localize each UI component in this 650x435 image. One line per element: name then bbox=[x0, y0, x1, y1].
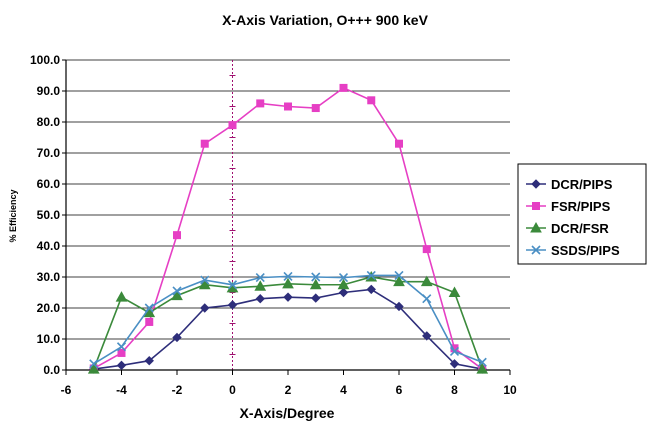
legend-label: DCR/FSR bbox=[551, 221, 609, 236]
data-point-dcr-pips bbox=[144, 355, 154, 366]
data-point-dcr-fsr bbox=[420, 275, 433, 287]
data-point-ssds-pips bbox=[144, 303, 154, 313]
y-tick-label: 70.0 bbox=[37, 146, 61, 160]
series-ssds-pips bbox=[89, 270, 487, 369]
data-point-dcr-fsr bbox=[393, 275, 405, 287]
y-tick-label: 80.0 bbox=[37, 115, 61, 129]
y-tick-label: 10.0 bbox=[37, 332, 61, 346]
data-point-ssds-pips bbox=[200, 275, 210, 285]
data-point-fsr-pips bbox=[367, 96, 376, 105]
data-point-ssds-pips bbox=[394, 270, 404, 281]
legend-marker bbox=[532, 202, 540, 210]
data-point-dcr-pips bbox=[255, 293, 265, 304]
x-tick-label: 0 bbox=[229, 383, 236, 397]
data-point-ssds-pips bbox=[227, 280, 238, 290]
data-point-dcr-fsr bbox=[448, 286, 461, 297]
x-tick-label: 10 bbox=[503, 383, 517, 397]
legend-item-dcr-fsr: DCR/FSR bbox=[526, 221, 609, 236]
data-point-dcr-fsr bbox=[198, 278, 211, 290]
data-point-ssds-pips bbox=[311, 272, 321, 282]
x-tick-label: 6 bbox=[396, 383, 403, 397]
data-point-ssds-pips bbox=[255, 273, 265, 283]
y-tick-label: 30.0 bbox=[37, 270, 61, 284]
legend-label: SSDS/PIPS bbox=[551, 243, 620, 258]
legend: DCR/PIPS FSR/PIPS DCR/FSR SSDS/PIPS bbox=[517, 163, 647, 265]
data-point-ssds-pips bbox=[116, 342, 127, 352]
y-tick-label: 40.0 bbox=[37, 239, 61, 253]
legend-label: DCR/PIPS bbox=[551, 177, 613, 192]
y-tick-label: 0.0 bbox=[43, 363, 60, 377]
series-line-fsr-pips bbox=[93, 86, 483, 370]
data-point-dcr-fsr bbox=[115, 291, 128, 302]
legend-marker bbox=[531, 179, 541, 189]
data-point-ssds-pips bbox=[449, 346, 460, 356]
data-point-dcr-pips bbox=[422, 331, 432, 341]
data-point-dcr-pips bbox=[449, 359, 460, 369]
legend-marker bbox=[531, 245, 541, 255]
x-tick-label: -2 bbox=[172, 383, 183, 397]
data-point-dcr-fsr bbox=[309, 278, 322, 290]
x-tick-label: -4 bbox=[116, 383, 127, 397]
data-point-fsr-pips bbox=[311, 104, 320, 113]
data-point-ssds-pips bbox=[422, 294, 432, 304]
y-tick-label: 60.0 bbox=[37, 177, 61, 191]
data-point-dcr-pips bbox=[200, 303, 210, 313]
data-point-dcr-pips bbox=[338, 287, 349, 298]
x-tick-label: -6 bbox=[61, 383, 72, 397]
legend-item-dcr-pips: DCR/PIPS bbox=[526, 177, 613, 192]
data-point-ssds-pips bbox=[338, 273, 349, 283]
data-point-dcr-fsr bbox=[171, 289, 183, 301]
y-axis-title: % Efficiency bbox=[8, 189, 18, 242]
x-tick-label: 8 bbox=[451, 383, 458, 397]
data-point-dcr-fsr bbox=[337, 278, 350, 290]
x-tick-label: 2 bbox=[285, 383, 292, 397]
y-tick-label: 100.0 bbox=[30, 53, 60, 67]
data-point-fsr-pips bbox=[256, 99, 265, 108]
series-layer bbox=[87, 83, 489, 374]
y-tick-label: 90.0 bbox=[37, 84, 61, 98]
data-point-ssds-pips bbox=[172, 286, 182, 296]
y-tick-label: 50.0 bbox=[37, 208, 61, 222]
data-point-dcr-pips bbox=[311, 293, 321, 303]
data-point-fsr-pips bbox=[117, 348, 126, 357]
data-point-fsr-pips bbox=[395, 139, 403, 148]
data-point-fsr-pips bbox=[339, 83, 348, 92]
data-point-dcr-pips bbox=[366, 284, 376, 295]
data-point-fsr-pips bbox=[145, 317, 154, 326]
data-point-dcr-pips bbox=[394, 301, 404, 312]
data-point-fsr-pips bbox=[228, 121, 237, 130]
data-point-dcr-pips bbox=[227, 300, 238, 310]
x-axis-title: X-Axis/Degree bbox=[240, 405, 335, 421]
data-point-ssds-pips bbox=[366, 270, 376, 281]
legend-label: FSR/PIPS bbox=[551, 199, 611, 214]
data-point-dcr-pips bbox=[172, 332, 182, 343]
data-point-fsr-pips bbox=[422, 245, 431, 254]
data-point-fsr-pips bbox=[284, 102, 292, 111]
chart-title: X-Axis Variation, O+++ 900 keV bbox=[222, 12, 428, 28]
x-tick-label: 4 bbox=[340, 383, 347, 397]
data-point-ssds-pips bbox=[477, 357, 487, 367]
data-point-fsr-pips bbox=[200, 139, 209, 148]
data-point-dcr-fsr bbox=[254, 280, 267, 291]
data-point-dcr-pips bbox=[283, 292, 293, 302]
data-point-dcr-fsr bbox=[282, 277, 294, 289]
data-point-ssds-pips bbox=[89, 359, 99, 369]
data-point-dcr-fsr bbox=[87, 363, 100, 374]
legend-item-ssds-pips: SSDS/PIPS bbox=[526, 243, 620, 258]
data-point-fsr-pips bbox=[173, 231, 181, 240]
y-tick-label: 20.0 bbox=[37, 301, 61, 315]
data-point-ssds-pips bbox=[283, 271, 293, 281]
data-point-dcr-fsr bbox=[476, 363, 489, 374]
legend-marker bbox=[530, 221, 542, 233]
series-fsr-pips bbox=[89, 83, 487, 374]
data-point-dcr-pips bbox=[116, 360, 127, 371]
legend-item-fsr-pips: FSR/PIPS bbox=[526, 199, 611, 214]
axes: 0.0 10.0 20.0 30.0 40.0 50.0 60.0 70.0 80.0 90.0 1… bbox=[30, 53, 517, 397]
